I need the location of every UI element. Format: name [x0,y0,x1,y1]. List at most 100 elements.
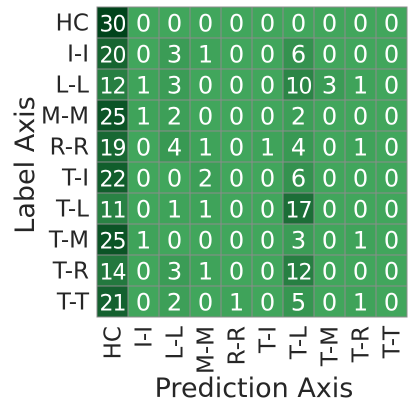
y-tick-label: T-L [55,197,89,223]
x-tick-label: T-T [380,325,406,359]
cell-value-label: 0 [353,41,368,69]
cell-value-label: 0 [229,72,244,100]
cell-value-label: 0 [229,258,244,286]
cell-value-label: 0 [136,165,151,193]
heatmap-cell [251,99,284,132]
cell-value-label: 0 [384,165,399,193]
cell-value-label: 6 [291,165,306,193]
cell-value-label: 0 [198,72,213,100]
cell-value-label: 0 [384,289,399,317]
cell-value-label: 4 [167,134,182,162]
cell-value-label: 0 [198,103,213,131]
cell-value-label: 21 [100,292,126,317]
heatmap-cell [220,161,253,194]
cell-value-label: 1 [198,134,213,162]
heatmap-cell [313,254,346,287]
cell-value-label: 0 [167,165,182,193]
y-tick-label: T-I [61,166,89,192]
y-tick-label: HC [56,11,89,37]
heatmap-cell [96,68,129,101]
cell-value-label: 0 [198,289,213,317]
cell-value-label: 0 [322,258,337,286]
cell-value-label: 1 [198,258,213,286]
cell-value-label: 0 [229,196,244,224]
heatmap-cell [251,192,284,225]
cell-value-label: 3 [291,227,306,255]
heatmap-cell [220,254,253,287]
heatmap-cell [375,192,408,225]
cell-value-label: 1 [260,134,275,162]
cell-value-label: 0 [136,258,151,286]
heatmap-cell [313,223,346,256]
cell-value-label: 1 [229,289,244,317]
heatmap-cell [344,130,377,163]
x-tick-label: L-L [163,326,189,360]
x-tick-label: T-M [318,326,344,367]
cell-value-label: 0 [167,227,182,255]
cell-value-label: 25 [100,106,126,131]
cell-value-label: 2 [167,103,182,131]
heatmap-cell [282,285,315,318]
cell-value-label: 0 [260,72,275,100]
heatmap-cell [344,192,377,225]
cell-value-label: 0 [229,10,244,38]
y-tick-label: T-M [48,228,89,254]
cell-value-label: 1 [167,196,182,224]
heatmap-cell [251,285,284,318]
heatmap-cells [96,6,408,318]
heatmap-cell [375,37,408,70]
cell-value-label: 1 [353,72,368,100]
y-tick-label: R-R [50,135,89,161]
cell-value-label: 0 [136,196,151,224]
cell-value-label: 30 [100,13,126,38]
cell-value-label: 0 [291,10,306,38]
cell-value-label: 0 [229,103,244,131]
cell-value-label: 0 [322,165,337,193]
cell-value-label: 0 [322,196,337,224]
heatmap-cell [96,254,129,287]
heatmap-cell [220,285,253,318]
cell-value-label: 0 [229,227,244,255]
heatmap-cell [220,223,253,256]
cell-value-label: 0 [260,165,275,193]
cell-value-label: 0 [384,10,399,38]
heatmap-cell [282,130,315,163]
heatmap-cell [344,254,377,287]
cell-value-label: 0 [198,10,213,38]
cell-value-label: 0 [353,165,368,193]
cell-value-label: 12 [286,261,312,286]
heatmap-cell [127,37,160,70]
x-tick-label: I-I [132,326,158,348]
heatmap-cell [251,161,284,194]
heatmap-cell [313,192,346,225]
heatmap-cell [313,130,346,163]
cell-value-label: 0 [260,10,275,38]
y-tick-label: T-T [56,290,90,316]
heatmap-cell [251,223,284,256]
cell-value-label: 0 [322,103,337,131]
cell-value-label: 3 [167,258,182,286]
heatmap-cell [96,99,129,132]
x-tick-label: HC [101,326,127,359]
heatmap-cell [96,6,129,39]
cell-value-label: 0 [353,103,368,131]
heatmap-cell [344,68,377,101]
heatmap-cell [96,161,129,194]
heatmap-cell [282,223,315,256]
x-tick-labels: HC I-I L-L M-M R-R T-I T-L T-M T-R T-T [101,325,406,374]
cell-value-label: 2 [198,165,213,193]
heatmap-cell [313,6,346,39]
heatmap-cell [189,223,222,256]
cell-value-label: 1 [136,227,151,255]
cell-value-label: 1 [136,72,151,100]
cell-value-label: 0 [384,41,399,69]
heatmap-cell [375,6,408,39]
y-tick-label: M-M [41,104,89,130]
x-tick-label: T-L [287,326,313,360]
heatmap-cell [344,37,377,70]
cell-value-label: 0 [384,134,399,162]
heatmap-cell [127,254,160,287]
heatmap-cell [158,223,191,256]
cell-value-label: 1 [198,196,213,224]
